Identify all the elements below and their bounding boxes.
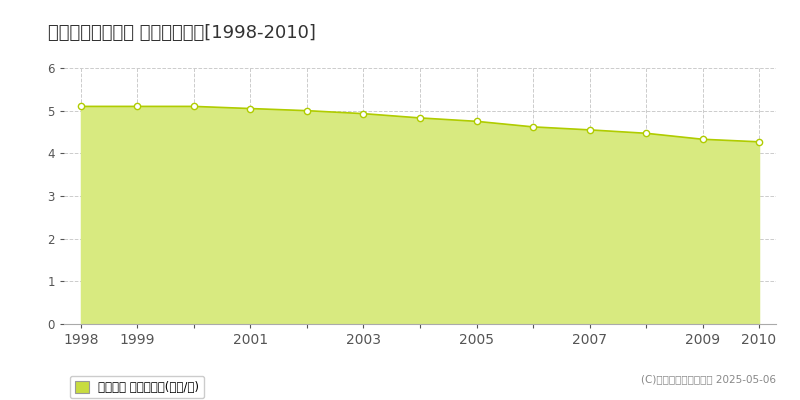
Text: 双葉郡大熊町熊川 基準地価推移[1998-2010]: 双葉郡大熊町熊川 基準地価推移[1998-2010] [48,24,316,42]
Legend: 基準地価 平均坪単価(万円/坪): 基準地価 平均坪単価(万円/坪) [70,376,204,398]
Text: (C)土地価格ドットコム 2025-05-06: (C)土地価格ドットコム 2025-05-06 [641,374,776,384]
